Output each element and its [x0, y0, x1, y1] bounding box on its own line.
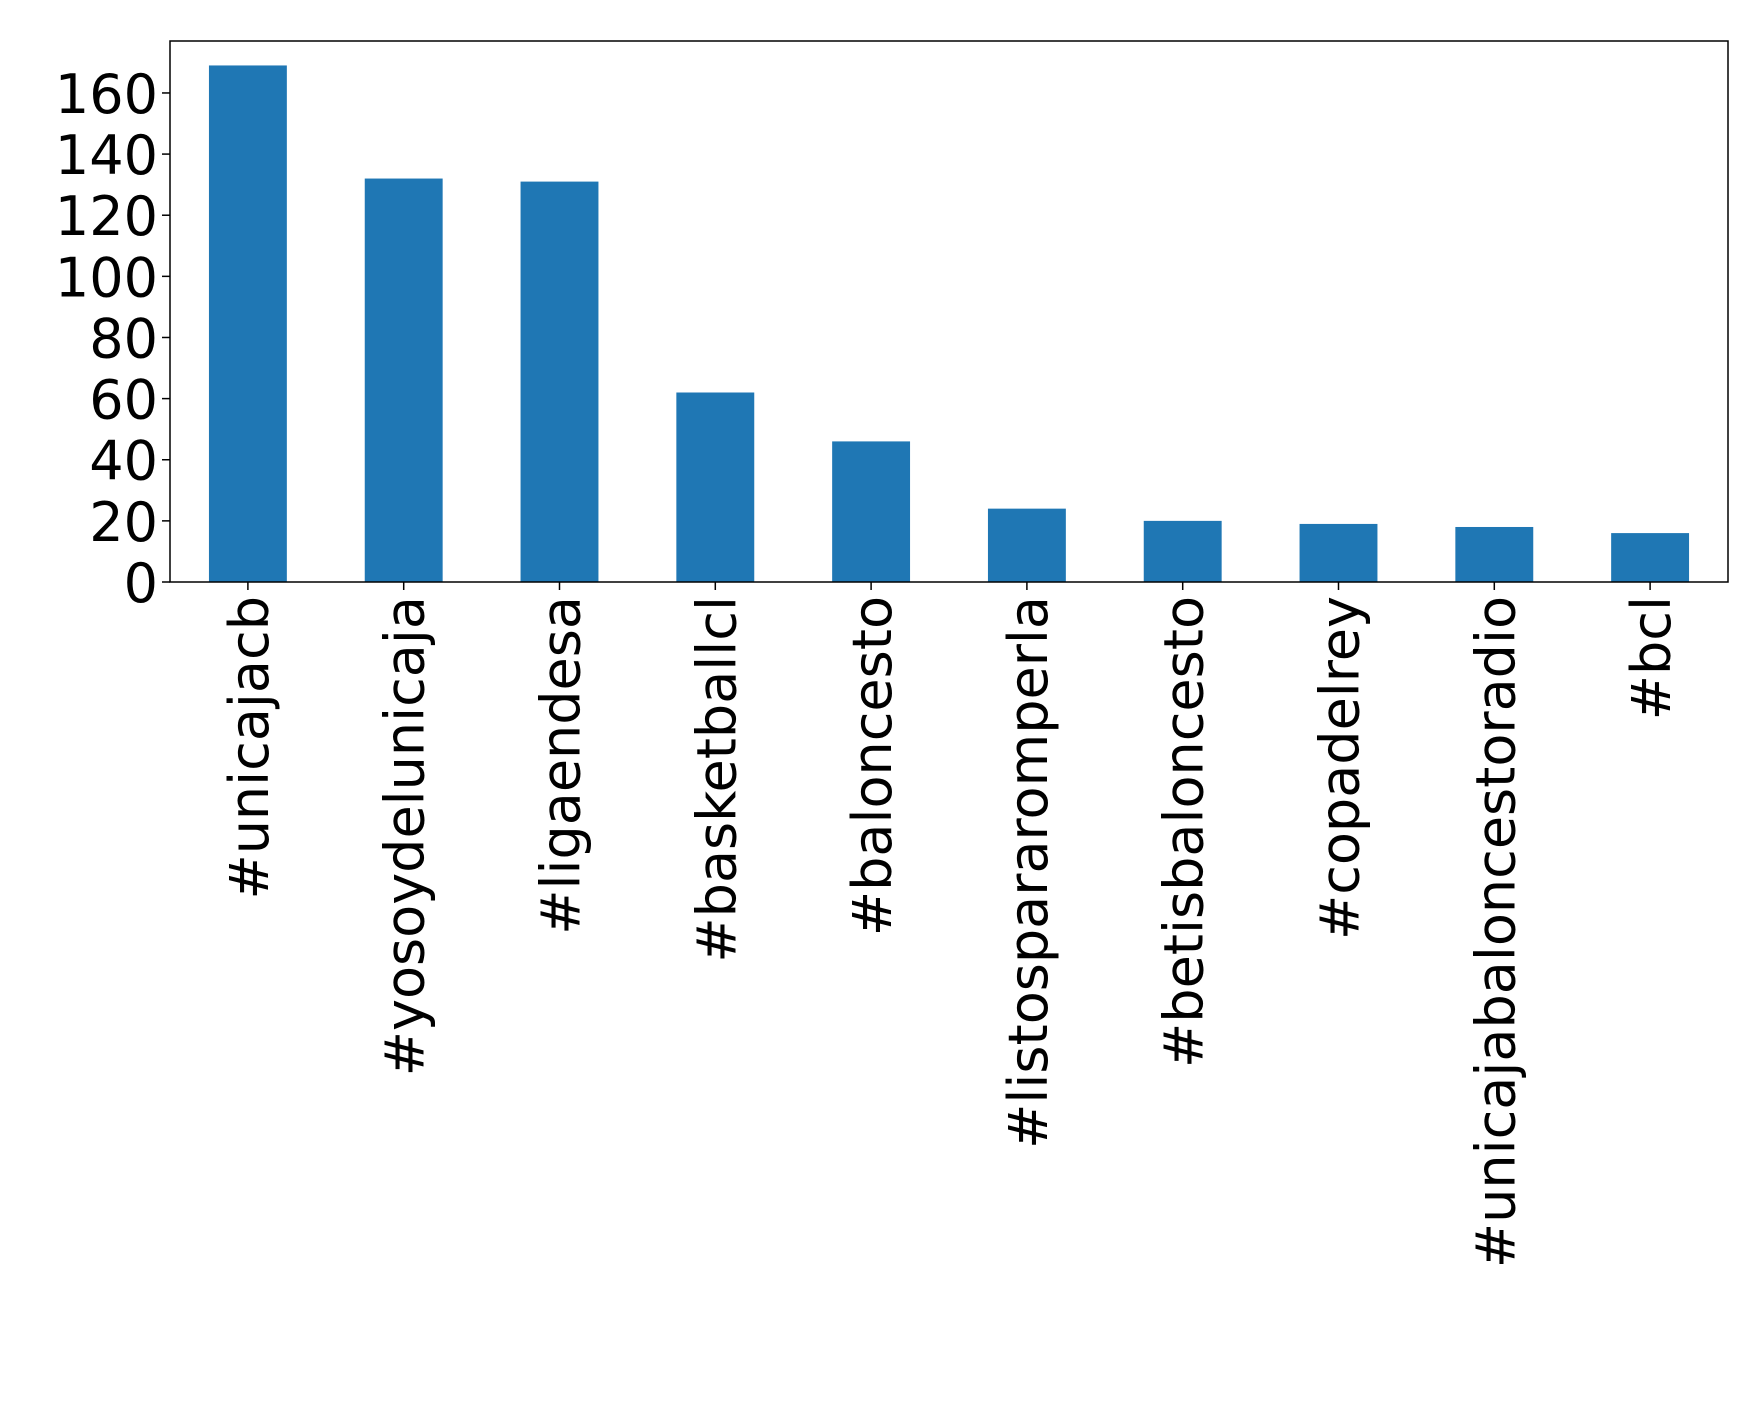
x-tick-label: #listospararomperla — [997, 596, 1060, 1149]
bar — [208, 65, 287, 583]
x-tick-label: #ligaendesa — [530, 596, 593, 935]
y-tick-label: 20 — [89, 491, 158, 554]
bar — [1143, 520, 1222, 582]
y-tick-label: 40 — [89, 430, 158, 493]
x-tick-label: #yosoydelunicaja — [374, 596, 437, 1076]
x-tick-label: #baloncesto — [841, 596, 904, 936]
y-tick-label: 60 — [89, 369, 158, 432]
x-tick-label: #unicajabaloncestoradio — [1464, 596, 1527, 1268]
y-tick-label: 0 — [124, 552, 158, 615]
bar — [1299, 523, 1378, 582]
y-tick-label: 160 — [55, 63, 158, 126]
bar — [987, 508, 1066, 582]
bar — [676, 392, 755, 582]
y-tick-label: 80 — [89, 307, 158, 370]
plot-frame — [169, 40, 1729, 583]
y-tick-label: 120 — [55, 185, 158, 248]
x-tick-label: #basketballcl — [685, 596, 748, 963]
x-tick-label: #betisbaloncesto — [1153, 596, 1216, 1068]
x-tick-label: #copadelrey — [1309, 596, 1372, 940]
bar — [1455, 526, 1534, 582]
y-tick-label: 140 — [55, 124, 158, 187]
bar — [520, 181, 599, 582]
bar — [364, 178, 443, 583]
y-tick-label: 100 — [55, 246, 158, 309]
bar — [832, 441, 911, 582]
x-tick-label: #bcl — [1620, 596, 1683, 720]
x-tick-label: #unicajacb — [218, 596, 281, 900]
bar — [1611, 533, 1690, 582]
